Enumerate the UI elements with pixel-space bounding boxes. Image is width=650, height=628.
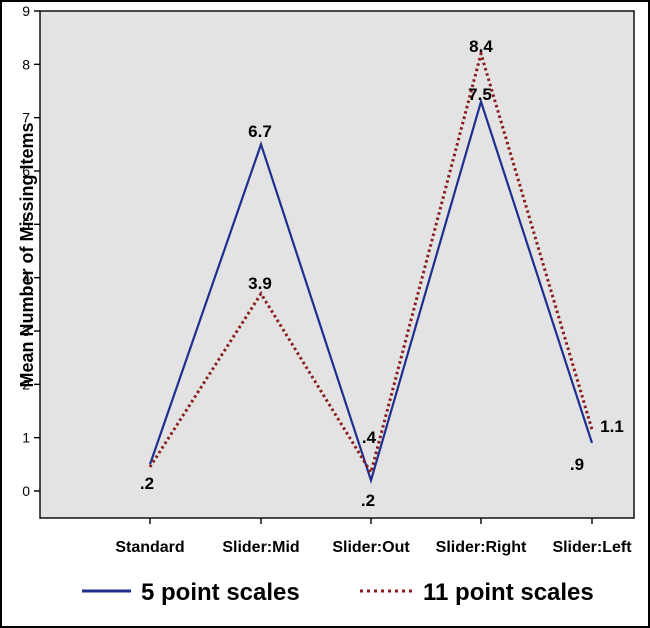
data-label: 1.1 (600, 417, 624, 436)
axes: 0 1 2 3 4 5 6 7 8 9 Standard Slider:Mid Slider:Out Sl… (22, 3, 632, 556)
series-line-2 (148, 48, 594, 477)
x-tick-label: Slider:Out (332, 539, 410, 556)
legend-label-2: 11 point scales (423, 579, 594, 606)
data-label: 8.4 (469, 37, 493, 56)
data-label: 6.7 (248, 122, 272, 141)
data-labels: .2 6.7 .2 7.5 .9 3.9 .4 8.4 1.1 (140, 37, 624, 510)
y-axis-title: Mean Number of Missing Items (17, 122, 37, 387)
y-tick-label: 4 (22, 270, 30, 286)
x-tick-label: Slider:Mid (222, 539, 299, 556)
y-tick-label: 6 (22, 163, 30, 179)
y-tick-label: 9 (22, 3, 30, 19)
x-tick-label: Slider:Right (436, 539, 527, 556)
y-tick-label: 5 (22, 216, 30, 232)
data-label: .2 (361, 491, 375, 510)
series-layer (148, 48, 594, 485)
y-tick-label: 0 (22, 483, 30, 499)
x-tick-label: Standard (115, 539, 184, 556)
y-tick-label: 8 (22, 56, 30, 72)
data-label: .9 (570, 455, 584, 474)
x-tick-label: Slider:Left (552, 539, 632, 556)
y-tick-label: 7 (22, 110, 30, 126)
y-tick-label: 3 (22, 323, 30, 339)
data-label: 3.9 (248, 274, 272, 293)
legend-label-1: 5 point scales (141, 579, 300, 606)
y-tick-label: 2 (22, 376, 30, 392)
legend: 5 point scales 11 point scales (82, 579, 594, 606)
data-label: .2 (140, 474, 154, 493)
y-tick-label: 1 (22, 430, 30, 446)
plot-area (39, 10, 635, 519)
data-label: 7.5 (468, 85, 492, 104)
data-label: .4 (362, 428, 377, 447)
